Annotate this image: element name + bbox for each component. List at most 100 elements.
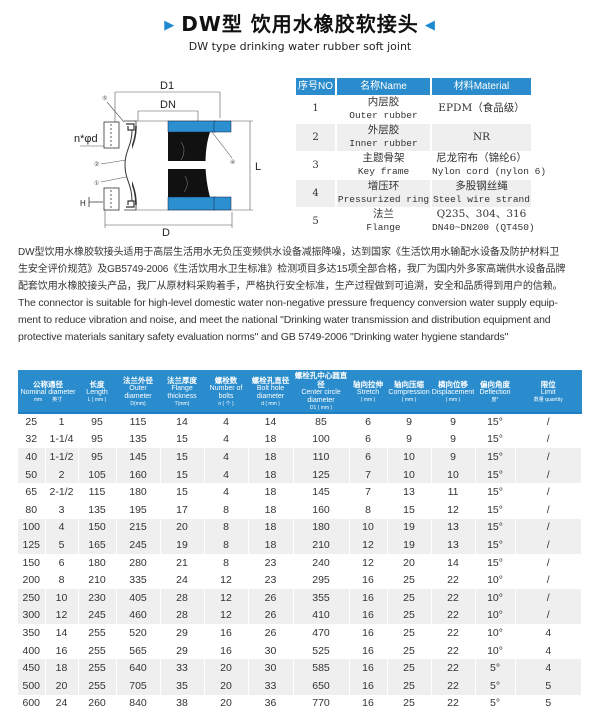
spec-cell: / xyxy=(515,448,583,466)
spec-cell: 23 xyxy=(248,571,294,589)
label-l: L xyxy=(255,161,261,173)
spec-cell: 8 xyxy=(45,571,79,589)
spec-row: 350 14 255 520 29 16 26 470 16 25 22 10° 4 xyxy=(18,624,583,642)
spec-cell: 30 xyxy=(248,641,294,660)
spec-cell: 18 xyxy=(248,536,294,554)
header-zh: 横向位移 xyxy=(438,379,469,389)
spec-cell: 15° xyxy=(475,430,516,449)
spec-cell: 15 xyxy=(160,430,205,449)
spec-cell: 255 xyxy=(78,659,117,677)
spec-row: 100 4 150 215 20 8 18 180 10 19 13 15° / xyxy=(18,518,583,537)
spec-cell: 25 xyxy=(387,588,432,607)
spec-cell: 6 xyxy=(349,430,388,449)
spec-row: 25 1 95 115 14 4 14 85 6 9 9 15° / xyxy=(18,413,583,431)
spec-cell: 15° xyxy=(475,536,516,554)
mat-header-no: 序号NO xyxy=(296,78,337,95)
spec-cell: 22 xyxy=(431,624,476,642)
callout-2: ② xyxy=(94,161,99,168)
mat-no: 5 xyxy=(296,207,337,236)
spec-cell: 4 xyxy=(515,641,583,660)
header-unit: D1 ( mm ) xyxy=(309,405,333,411)
spec-header: 长度 Length L ( mm ) xyxy=(78,370,117,414)
mat-name-zh: 外层胶 xyxy=(367,124,400,136)
spec-row: 450 18 255 640 33 20 30 585 16 25 22 5° 4 xyxy=(18,659,583,677)
spec-row: 200 8 210 335 24 12 23 295 16 25 22 10° / xyxy=(18,571,583,589)
spec-cell: 21 xyxy=(160,553,205,572)
header-zh: 轴向压缩 xyxy=(394,379,425,389)
header-unit: 度° xyxy=(491,396,499,403)
spec-cell: 9 xyxy=(431,413,476,431)
mat-name-en: Outer rubber xyxy=(349,109,418,121)
left-flange-section xyxy=(88,120,137,211)
spec-cell: 245 xyxy=(78,606,117,625)
spec-cell: 15 xyxy=(160,483,205,501)
spec-cell: 200 xyxy=(18,571,46,589)
spec-header: 限位 Limit 数量 quantity xyxy=(515,370,582,414)
header-unit: T(mm) xyxy=(174,400,190,407)
spec-cell: 525 xyxy=(293,641,350,660)
spec-cell: 20 xyxy=(45,676,79,695)
header-zh: 螺栓孔直径 xyxy=(251,375,290,385)
description: DW型饮用水橡胶软接头适用于高层生活用水无负压变频供水设备减振降噪，达到国家《生… xyxy=(18,244,582,346)
spec-cell: 180 xyxy=(116,483,161,501)
spec-cell: 6 xyxy=(349,413,388,431)
spec-cell: 3 xyxy=(45,500,79,519)
spec-cell: 18 xyxy=(248,448,294,466)
label-d1: D1 xyxy=(160,80,174,92)
spec-cell: 20 xyxy=(204,676,249,695)
spec-cell: 26 xyxy=(248,588,294,607)
spec-cell: 16 xyxy=(45,641,79,660)
description-line: 配套饮用水橡胶接头产品，我厂从原材料采购着手，严格执行安全标准，生产过程做到可追… xyxy=(18,281,563,292)
header-zh: 公称通径 xyxy=(33,379,63,389)
spec-cell: / xyxy=(515,413,583,431)
spec-cell: 8 xyxy=(204,518,249,537)
spec-cell: 25 xyxy=(387,624,432,642)
spec-cell: 12 xyxy=(204,571,249,589)
spec-cell: 460 xyxy=(116,606,161,625)
spec-cell: 300 xyxy=(18,606,46,625)
spec-cell: 36 xyxy=(248,694,294,713)
spec-cell: 470 xyxy=(293,624,350,642)
spec-cell: 10 xyxy=(387,465,432,484)
spec-cell: 5 xyxy=(515,676,583,695)
spec-cell: 2 xyxy=(45,465,79,484)
spec-cell: 29 xyxy=(160,624,205,642)
spec-cell: 25 xyxy=(18,413,46,431)
header-en: Nominal diameter xyxy=(20,388,76,396)
spec-cell: 145 xyxy=(116,448,161,466)
spec-cell: 12 xyxy=(349,536,388,554)
description-line: DW型饮用水橡胶软接头适用于高层生活用水无负压变频供水设备减振降噪，达到国家《生… xyxy=(18,247,560,258)
triangle-left-icon: ◀ xyxy=(424,17,436,33)
spec-cell: 4 xyxy=(204,483,249,501)
mat-material: Q235、304、316 DN40~DN200 (QT450) xyxy=(431,207,535,236)
spec-cell: 1-1/2 xyxy=(45,448,79,466)
label-h: H xyxy=(80,199,86,208)
spec-cell: 4 xyxy=(515,659,583,677)
spec-row: 50 2 105 160 15 4 18 125 7 10 10 15° / xyxy=(18,465,583,484)
spec-cell: 10° xyxy=(475,571,516,589)
spec-cell: 16 xyxy=(349,571,388,589)
spec-cell: 10 xyxy=(431,465,476,484)
spec-cell: 180 xyxy=(78,553,117,572)
joint-diagram: D1 DN D L n*φd H ⑤ ② ① ④ xyxy=(74,80,261,239)
header-zh: 法兰厚度 xyxy=(167,375,198,385)
mat-name-en: Key frame xyxy=(357,166,410,177)
spec-cell: 150 xyxy=(78,518,117,537)
spec-row: 500 20 255 705 35 20 33 650 16 25 22 5° 5 xyxy=(18,676,583,695)
spec-cell: 15° xyxy=(475,413,516,431)
title-text: DW型 饮用水橡胶软接头 xyxy=(181,12,419,36)
spec-cell: 1 xyxy=(45,413,79,431)
spec-cell: 355 xyxy=(293,588,350,607)
mat-material: NR xyxy=(431,123,533,152)
spec-cell: 9 xyxy=(431,448,476,466)
header-zh: 螺栓孔中心圆直径 xyxy=(294,371,348,389)
header-en: Number of bolts xyxy=(209,384,243,400)
spec-cell: 25 xyxy=(387,571,432,589)
spec-row: 300 12 245 460 28 12 26 410 16 25 22 10° / xyxy=(18,606,583,625)
callout-numbers: ⑤ ② ① ④ xyxy=(94,95,235,187)
spec-cell: 565 xyxy=(116,641,161,660)
spec-cell: 13 xyxy=(431,536,476,554)
spec-cell: / xyxy=(515,588,583,607)
spec-cell: 585 xyxy=(293,659,350,677)
spec-cell: 105 xyxy=(78,465,117,484)
